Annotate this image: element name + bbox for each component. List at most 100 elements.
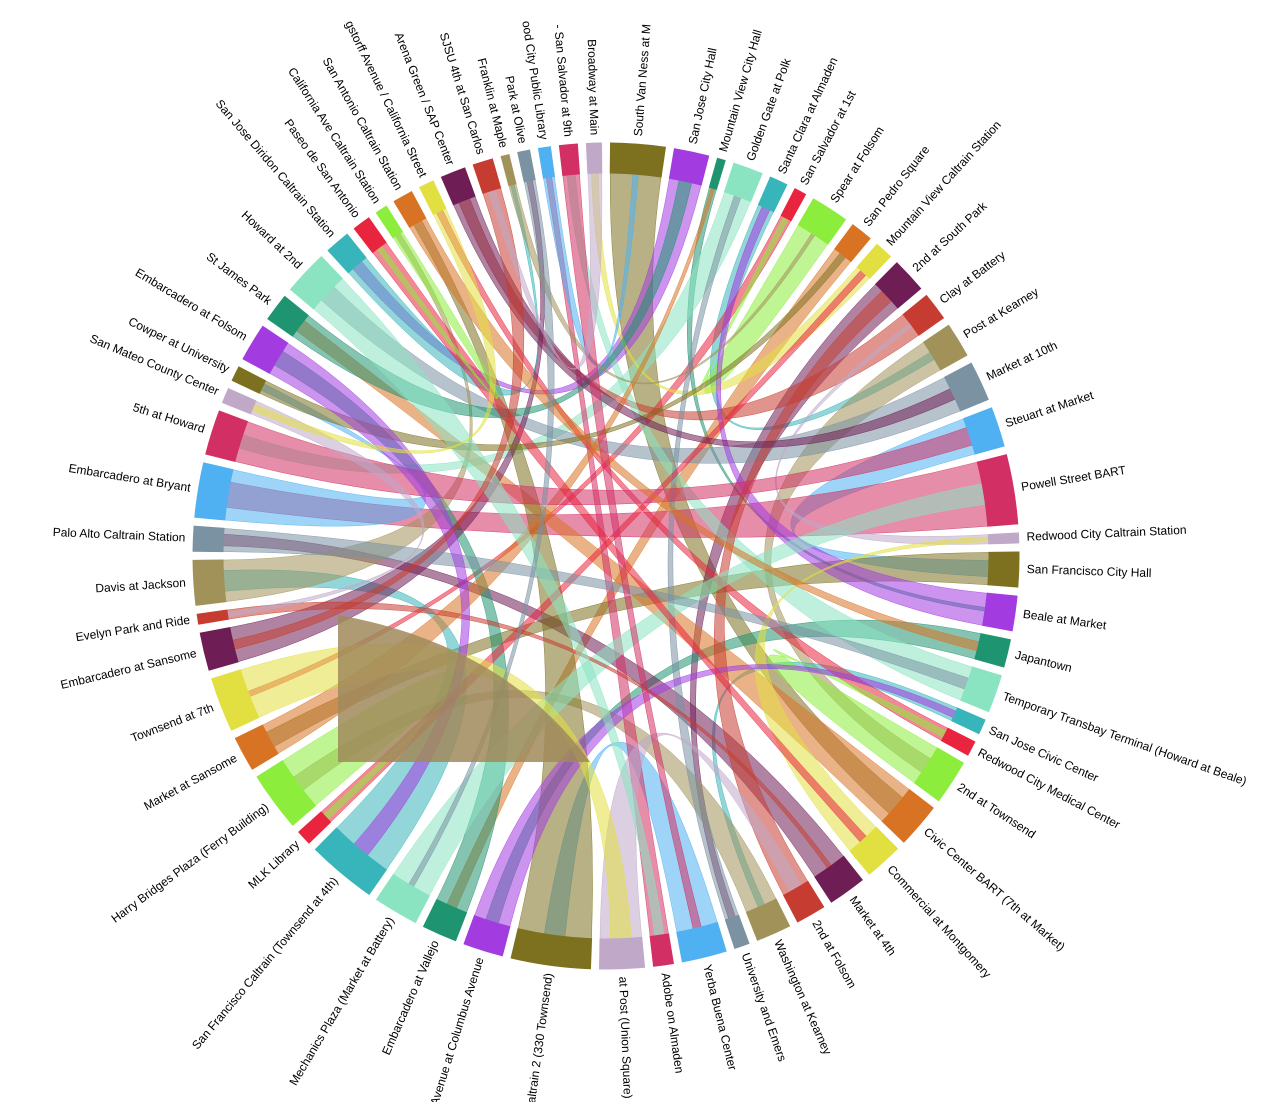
group-arc: [422, 898, 468, 942]
group-label: San Jose City Hall: [686, 47, 720, 146]
group-label: Embarcadero at Bryant: [68, 461, 193, 495]
group-arc: [500, 153, 517, 187]
group-arc: [375, 873, 430, 924]
group-arc: [976, 454, 1019, 527]
group-arc: [199, 626, 239, 671]
group-label: Davis at Jackson: [95, 576, 186, 596]
group-arc: [327, 233, 367, 274]
group-label: Howard at 2nd: [239, 208, 305, 272]
group-label: San Mateo County Center: [88, 331, 221, 398]
group-label: Post at Kearney: [961, 285, 1041, 342]
group-label: University and Emers: [739, 951, 790, 1063]
group-arc: [797, 198, 847, 245]
group-label: Temporary Transbay Terminal (Howard at B…: [1001, 689, 1249, 788]
group-arc: [987, 551, 1020, 588]
group-label: Powell Street BART: [1020, 463, 1127, 494]
group-arc: [951, 707, 986, 735]
group-label: at Post (Union Square): [616, 976, 635, 1099]
group-arc: [192, 525, 225, 553]
group-label: - San Salvador at 9th: [551, 24, 575, 138]
group-arc: [599, 936, 646, 970]
group-label: 2nd at Folsom: [809, 918, 859, 991]
group-arc: [913, 747, 965, 802]
group-arc: [211, 669, 260, 731]
group-label: MLK Library: [245, 837, 302, 891]
group-arc: [205, 410, 249, 463]
group-arc: [881, 788, 934, 843]
group-label: Clay at Battery: [937, 248, 1008, 307]
group-arc: [353, 217, 387, 254]
group-label: Adobe on Almaden: [659, 972, 687, 1074]
group-arc: [940, 727, 976, 756]
group-arc: [558, 143, 580, 176]
group-arc: [242, 325, 289, 374]
group-arc: [923, 324, 968, 371]
group-label: Japantown: [1014, 648, 1074, 675]
group-label: Market at 10th: [984, 338, 1059, 383]
group-arc: [196, 609, 229, 625]
group-arc: [944, 362, 989, 412]
group-label: 5th at Howard: [131, 400, 206, 436]
group-arc: [724, 914, 750, 950]
group-label: Beale at Market: [1022, 607, 1108, 633]
group-label: Mechanics Plaza (Market at Battery): [286, 914, 397, 1088]
group-label: Redwood City Caltrain Station: [1026, 523, 1187, 544]
group-arc: [962, 407, 1005, 455]
group-arc: [537, 146, 555, 179]
group-arc: [472, 158, 502, 194]
group-label: South Van Ness at M: [631, 23, 654, 136]
group-arc: [902, 294, 945, 336]
group-label: San Jose Civic Center: [987, 723, 1101, 785]
group-arc: [517, 149, 536, 183]
group-arc: [440, 167, 476, 206]
group-arc: [987, 532, 1020, 545]
group-label: 2nd at Townsend: [955, 780, 1038, 841]
group-label: Embarcadero at Sansome: [59, 646, 198, 692]
group-arc: [856, 243, 892, 279]
group-arc: [231, 366, 267, 394]
group-arc: [668, 148, 710, 186]
group-label: Market at 4th: [847, 893, 899, 958]
group-arc: [510, 928, 593, 970]
group-arc: [256, 760, 317, 826]
group-arc: [649, 933, 674, 967]
group-arc: [782, 880, 825, 923]
group-arc: [723, 162, 763, 203]
group-label: Steuart at Market: [1003, 388, 1095, 430]
group-arcs: [192, 142, 1020, 970]
group-label: Palo Alto Caltrain Station: [52, 525, 185, 545]
group-arc: [982, 592, 1018, 632]
group-label: San Francisco City Hall: [1027, 562, 1152, 580]
group-label: Yerba Buena Center: [700, 963, 739, 1072]
group-label: Evelyn Park and Ride: [75, 613, 191, 645]
group-arc: [609, 142, 666, 178]
group-label: Townsend at 7th: [129, 700, 216, 745]
group-label: ant Avenue at Columbus Avenue: [422, 955, 487, 1102]
group-label: Caltrain 2 (330 Townsend): [523, 972, 556, 1102]
group-arc: [676, 921, 727, 963]
group-arc: [463, 915, 511, 957]
overlay-artifact: [338, 615, 590, 762]
group-arc: [780, 188, 807, 222]
group-label: Market at Sansome: [141, 751, 239, 813]
group-label: Harry Bridges Plaza (Ferry Building): [109, 800, 272, 926]
group-label: St James Park: [204, 249, 276, 308]
group-arc: [974, 633, 1012, 668]
group-arc: [834, 224, 871, 263]
group-arc: [757, 176, 788, 213]
group-label: Embarcadero at Vallejo: [379, 938, 442, 1057]
group-arc: [267, 295, 309, 337]
group-arc: [393, 190, 427, 228]
group-arc: [221, 388, 257, 415]
group-arc: [234, 724, 279, 770]
group-arc: [708, 157, 726, 190]
group-arc: [585, 142, 603, 174]
group-arc: [375, 205, 404, 239]
group-arc: [298, 811, 332, 844]
group-arc: [314, 827, 388, 896]
group-arc: [745, 898, 791, 941]
group-arc: [192, 559, 227, 606]
group-arc: [194, 462, 234, 521]
